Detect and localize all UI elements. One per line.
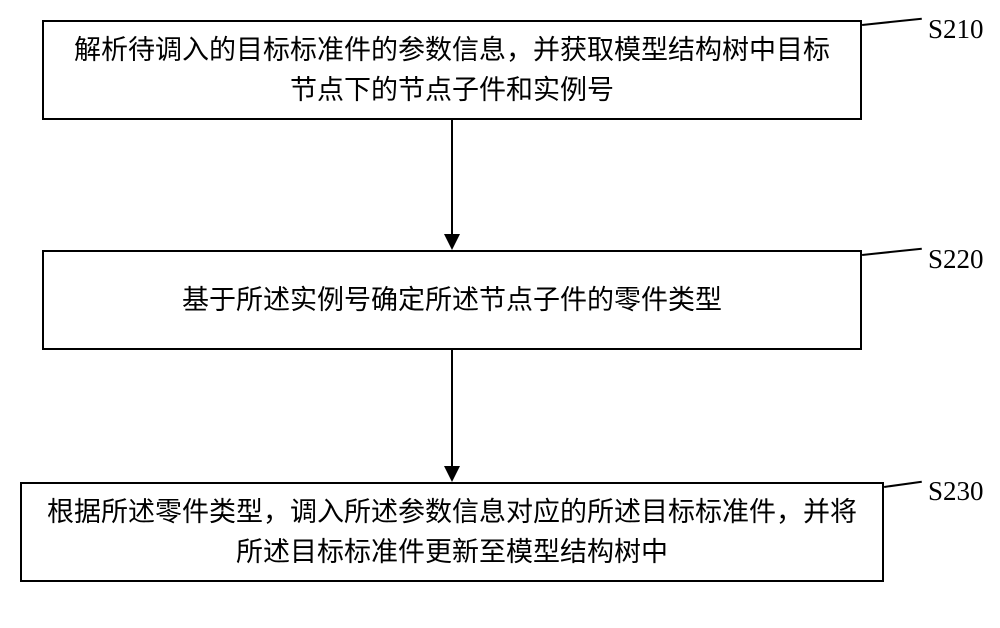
- step-s210-label: S210: [928, 14, 984, 45]
- arrow-2-head: [444, 466, 460, 482]
- step-s220-label: S220: [928, 244, 984, 275]
- step-s210-text: 解析待调入的目标标准件的参数信息，并获取模型结构树中目标节点下的节点子件和实例号: [64, 30, 840, 111]
- leader-s210: [862, 18, 922, 26]
- leader-s230: [884, 481, 922, 488]
- arrow-1-line: [451, 120, 453, 234]
- step-s230-text: 根据所述零件类型，调入所述参数信息对应的所述目标标准件，并将所述目标标准件更新至…: [42, 492, 862, 573]
- flowchart-canvas: 解析待调入的目标标准件的参数信息，并获取模型结构树中目标节点下的节点子件和实例号…: [0, 0, 1000, 628]
- step-s210-box: 解析待调入的目标标准件的参数信息，并获取模型结构树中目标节点下的节点子件和实例号: [42, 20, 862, 120]
- arrow-2-line: [451, 350, 453, 466]
- step-s230-label: S230: [928, 476, 984, 507]
- step-s230-box: 根据所述零件类型，调入所述参数信息对应的所述目标标准件，并将所述目标标准件更新至…: [20, 482, 884, 582]
- arrow-1-head: [444, 234, 460, 250]
- leader-s220: [862, 248, 922, 256]
- step-s220-box: 基于所述实例号确定所述节点子件的零件类型: [42, 250, 862, 350]
- step-s220-text: 基于所述实例号确定所述节点子件的零件类型: [182, 280, 722, 321]
